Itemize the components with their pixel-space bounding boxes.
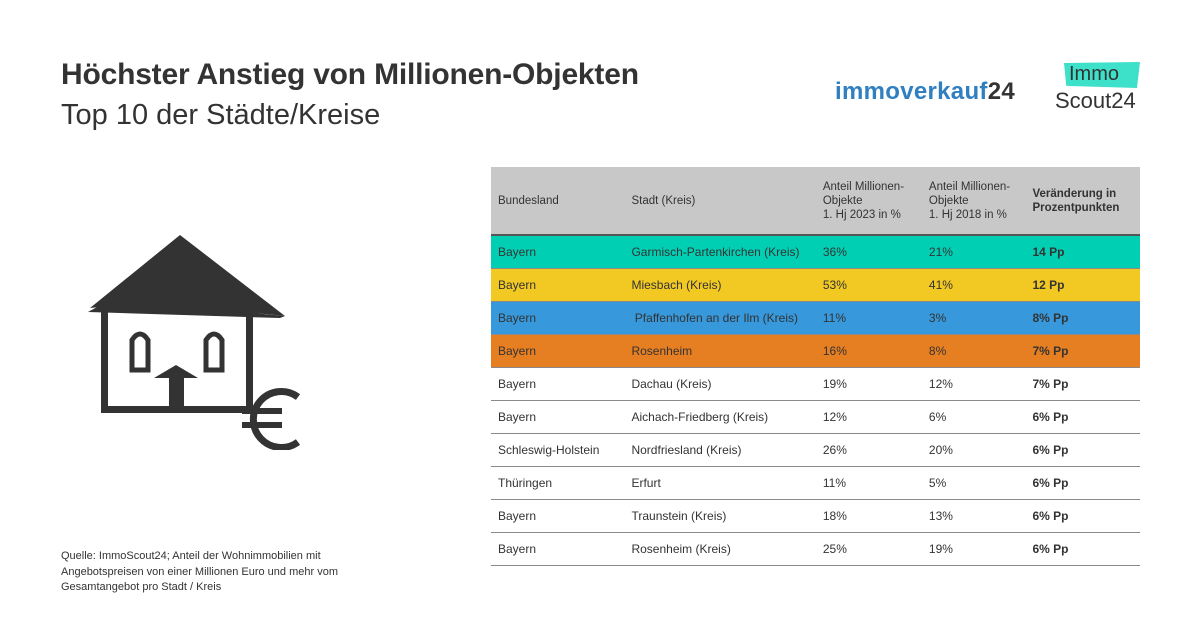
cell-2023: 25% xyxy=(815,532,922,566)
column-header-1: Bundesland xyxy=(491,167,625,236)
cell-change: 8% Pp xyxy=(1025,301,1140,335)
ranking-table: Bundesland Stadt (Kreis) Anteil Millionen-… xyxy=(491,167,1140,566)
cell-bundesland: Schleswig-Holstein xyxy=(491,433,625,467)
cell-stadt: Rosenheim xyxy=(624,334,816,368)
logo-tag-shape xyxy=(1064,62,1140,88)
table-row: Bayern Pfaffenhofen an der Ilm (Kreis) 11… xyxy=(491,301,1140,335)
cell-2018: 20% xyxy=(921,433,1026,467)
column-header-line: Anteil Millionen- xyxy=(928,180,1011,193)
cell-stadt: Nordfriesland (Kreis) xyxy=(624,433,816,467)
cell-bundesland: Bayern xyxy=(491,268,625,302)
cell-stadt: Rosenheim (Kreis) xyxy=(624,532,816,566)
column-header-line: 1. Hj 2018 in % xyxy=(928,208,1007,221)
cell-stadt: Pfaffenhofen an der Ilm (Kreis) xyxy=(624,301,816,335)
column-header-line: Prozentpunkten xyxy=(1032,201,1120,214)
cell-2018: 8% xyxy=(921,334,1026,368)
column-header-line: Objekte xyxy=(928,194,969,207)
column-header-line: Veränderung in xyxy=(1032,187,1117,200)
cell-bundesland: Bayern xyxy=(491,499,625,533)
house-euro-icon xyxy=(88,235,300,450)
page-subtitle: Top 10 der Städte/Kreise xyxy=(61,99,381,131)
cell-2023: 18% xyxy=(815,499,922,533)
cell-change: 14 Pp xyxy=(1025,235,1140,269)
cell-bundesland: Bayern xyxy=(491,301,625,335)
cell-bundesland: Bayern xyxy=(491,400,625,434)
table-row: Bayern Rosenheim (Kreis) 25% 19% 6% Pp xyxy=(491,532,1140,566)
logo-number: 24 xyxy=(987,78,1015,105)
column-header-3: Anteil Millionen- Objekte 1. Hj 2023 in % xyxy=(815,167,922,236)
cell-change: 12 Pp xyxy=(1025,268,1140,302)
cell-stadt: Miesbach (Kreis) xyxy=(624,268,816,302)
cell-2023: 16% xyxy=(815,334,922,368)
cell-change: 6% Pp xyxy=(1025,532,1140,566)
column-header-line: Objekte xyxy=(822,194,863,207)
table-row: Bayern Miesbach (Kreis) 53% 41% 12 Pp xyxy=(491,268,1140,302)
column-header-5: Veränderung in Prozentpunkten xyxy=(1025,167,1140,236)
cell-2023: 19% xyxy=(815,367,922,401)
logo-text: immoverkauf xyxy=(835,78,988,105)
column-header-line: Anteil Millionen- xyxy=(822,180,905,193)
cell-change: 7% Pp xyxy=(1025,367,1140,401)
source-note: Quelle: ImmoScout24; Anteil der Wohnimmo… xyxy=(61,550,338,593)
cell-2023: 11% xyxy=(815,301,922,335)
logo-immo-text: Immo xyxy=(1069,63,1119,85)
cell-bundesland: Bayern xyxy=(491,367,625,401)
cell-bundesland: Bayern xyxy=(491,532,625,566)
cell-2018: 3% xyxy=(921,301,1026,335)
cell-2018: 12% xyxy=(921,367,1026,401)
cell-change: 7% Pp xyxy=(1025,334,1140,368)
cell-bundesland: Bayern xyxy=(491,334,625,368)
cell-bundesland: Bayern xyxy=(491,235,625,269)
cell-2023: 26% xyxy=(815,433,922,467)
cell-2023: 36% xyxy=(815,235,922,269)
cell-change: 6% Pp xyxy=(1025,499,1140,533)
cell-2023: 53% xyxy=(815,268,922,302)
cell-stadt: Dachau (Kreis) xyxy=(624,367,816,401)
column-header-line: 1. Hj 2023 in % xyxy=(822,208,901,221)
logo-scout-text: Scout24 xyxy=(1055,88,1136,113)
cell-2018: 41% xyxy=(921,268,1026,302)
cell-2018: 21% xyxy=(921,235,1026,269)
cell-stadt: Aichach-Friedberg (Kreis) xyxy=(624,400,816,434)
cell-2023: 11% xyxy=(815,466,922,500)
table-row: Bayern Traunstein (Kreis) 18% 13% 6% Pp xyxy=(491,499,1140,533)
column-header-4: Anteil Millionen- Objekte 1. Hj 2018 in % xyxy=(921,167,1026,236)
immoverkauf24-logo: immoverkauf24 xyxy=(835,78,1015,106)
cell-2018: 5% xyxy=(921,466,1026,500)
cell-stadt: Erfurt xyxy=(624,466,816,500)
cell-change: 6% Pp xyxy=(1025,433,1140,467)
page-title: Höchster Anstieg von Millionen-Objekten xyxy=(61,58,639,91)
column-header-line: Bundesland xyxy=(498,194,559,207)
table-row: Bayern Aichach-Friedberg (Kreis) 12% 6% 6% P… xyxy=(491,400,1140,434)
cell-2018: 6% xyxy=(921,400,1026,434)
cell-2023: 12% xyxy=(815,400,922,434)
table-header-row: Bundesland Stadt (Kreis) Anteil Millionen-… xyxy=(491,167,1140,236)
cell-2018: 19% xyxy=(921,532,1026,566)
cell-stadt: Traunstein (Kreis) xyxy=(624,499,816,533)
table-row: Thüringen Erfurt 11% 5% 6% Pp xyxy=(491,466,1140,500)
cell-stadt: Garmisch-Partenkirchen (Kreis) xyxy=(624,235,816,269)
immoscout24-logo: Immo Scout24 xyxy=(1055,62,1145,114)
column-header-line: Stadt (Kreis) xyxy=(631,194,696,207)
table-row: Schleswig-Holstein Nordfriesland (Kreis) 2… xyxy=(491,433,1140,467)
cell-bundesland: Thüringen xyxy=(491,466,625,500)
cell-change: 6% Pp xyxy=(1025,466,1140,500)
table-row: Bayern Garmisch-Partenkirchen (Kreis) 36% 2… xyxy=(491,235,1140,269)
cell-change: 6% Pp xyxy=(1025,400,1140,434)
column-header-2: Stadt (Kreis) xyxy=(624,167,816,236)
table-row: Bayern Rosenheim 16% 8% 7% Pp xyxy=(491,334,1140,368)
table-row: Bayern Dachau (Kreis) 19% 12% 7% Pp xyxy=(491,367,1140,401)
cell-2018: 13% xyxy=(921,499,1026,533)
